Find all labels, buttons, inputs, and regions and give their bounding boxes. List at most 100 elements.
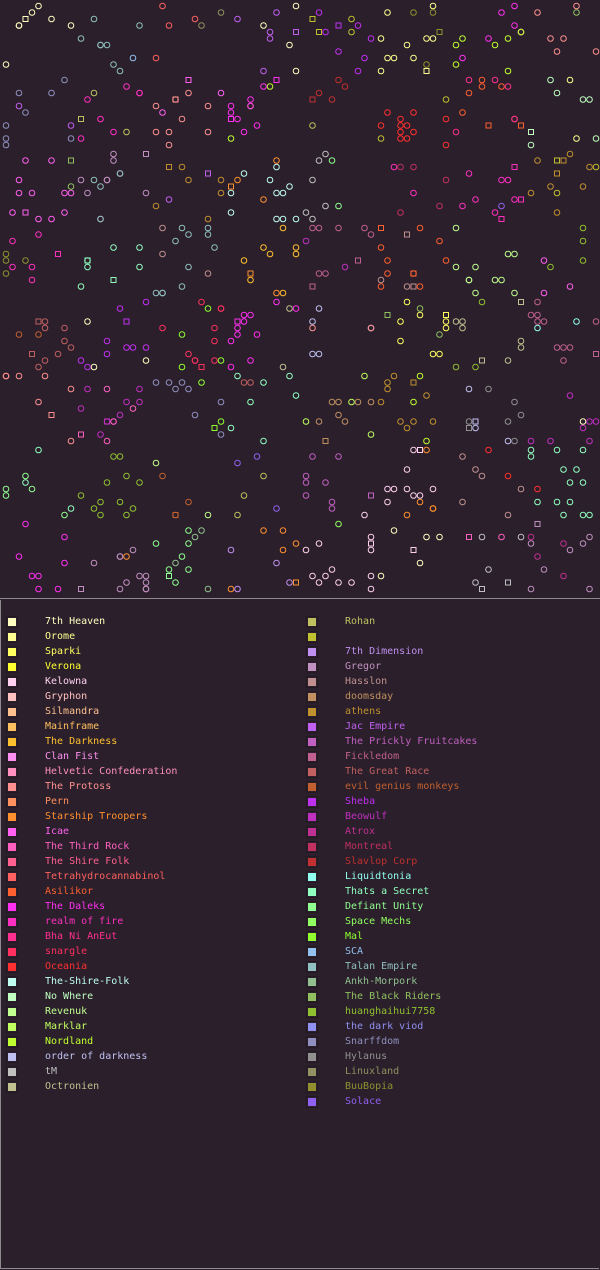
planet-marker[interactable] — [260, 22, 267, 29]
planet-marker[interactable] — [452, 318, 460, 325]
planet-marker[interactable] — [61, 189, 68, 197]
base-marker[interactable] — [293, 29, 299, 35]
planet-marker[interactable] — [534, 9, 541, 16]
planet-marker[interactable] — [67, 385, 75, 393]
planet-marker[interactable] — [302, 472, 310, 480]
planet-marker[interactable] — [547, 35, 554, 42]
planet-marker[interactable] — [423, 392, 430, 399]
planet-marker[interactable] — [273, 189, 280, 197]
planet-marker[interactable] — [2, 250, 10, 258]
planet-marker[interactable] — [429, 350, 437, 358]
planet-marker[interactable] — [384, 270, 391, 277]
planet-marker[interactable] — [266, 176, 274, 184]
base-marker[interactable] — [466, 534, 472, 540]
planet-marker[interactable] — [361, 372, 368, 380]
planet-marker[interactable] — [260, 83, 267, 90]
planet-marker[interactable] — [322, 150, 329, 158]
planet-marker[interactable] — [217, 189, 225, 197]
planet-marker[interactable] — [28, 263, 36, 271]
planet-marker[interactable] — [315, 418, 323, 425]
legend-item[interactable]: Liquidtonia — [306, 870, 587, 885]
base-marker[interactable] — [410, 547, 417, 553]
planet-marker[interactable] — [527, 446, 535, 454]
planet-marker[interactable] — [266, 28, 274, 36]
planet-marker[interactable] — [322, 28, 329, 36]
planet-marker[interactable] — [573, 9, 580, 16]
planet-marker[interactable] — [592, 318, 600, 325]
planet-marker[interactable] — [142, 357, 150, 364]
planet-marker[interactable] — [159, 289, 166, 297]
planet-marker[interactable] — [165, 141, 173, 149]
planet-marker[interactable] — [172, 511, 179, 519]
planet-marker[interactable] — [204, 215, 212, 223]
planet-marker[interactable] — [191, 15, 199, 23]
planet-marker[interactable] — [61, 209, 68, 216]
planet-marker[interactable] — [152, 540, 160, 547]
planet-marker[interactable] — [410, 9, 417, 16]
planet-marker[interactable] — [84, 263, 91, 271]
base-marker[interactable] — [104, 418, 110, 425]
base-marker[interactable] — [78, 116, 84, 122]
legend-item[interactable]: Fickledom — [306, 750, 587, 765]
planet-marker[interactable] — [442, 141, 450, 149]
planet-marker[interactable] — [22, 479, 29, 486]
base-marker[interactable] — [518, 122, 524, 129]
planet-marker[interactable] — [553, 89, 561, 97]
planet-marker[interactable] — [185, 263, 192, 271]
planet-marker[interactable] — [309, 324, 316, 332]
planet-marker[interactable] — [48, 157, 55, 164]
legend-item[interactable]: Mal — [306, 930, 587, 945]
planet-marker[interactable] — [279, 527, 287, 534]
planet-marker[interactable] — [472, 196, 479, 203]
planet-marker[interactable] — [152, 379, 160, 386]
planet-marker[interactable] — [309, 122, 316, 129]
planet-marker[interactable] — [123, 83, 130, 90]
base-marker[interactable] — [368, 492, 374, 499]
planet-marker[interactable] — [15, 22, 23, 29]
planet-marker[interactable] — [586, 511, 593, 519]
planet-marker[interactable] — [579, 257, 587, 264]
planet-marker[interactable] — [97, 115, 104, 123]
planet-marker[interactable] — [227, 424, 235, 432]
planet-marker[interactable] — [217, 357, 225, 364]
planet-marker[interactable] — [592, 418, 600, 425]
planet-marker[interactable] — [315, 270, 323, 277]
planet-marker[interactable] — [511, 289, 518, 297]
planet-marker[interactable] — [315, 157, 323, 164]
legend-item[interactable]: The Third Rock — [6, 840, 287, 855]
planet-marker[interactable] — [211, 244, 218, 251]
planet-marker[interactable] — [302, 479, 310, 486]
planet-marker[interactable] — [253, 453, 261, 460]
planet-marker[interactable] — [377, 122, 385, 129]
planet-marker[interactable] — [227, 363, 235, 371]
planet-marker[interactable] — [423, 533, 430, 541]
planet-marker[interactable] — [142, 189, 150, 197]
planet-marker[interactable] — [429, 418, 437, 425]
planet-marker[interactable] — [234, 459, 241, 467]
legend-item[interactable]: Verona — [6, 660, 287, 675]
legend-item[interactable]: Asilikor — [6, 885, 287, 900]
planet-marker[interactable] — [579, 540, 587, 547]
base-marker[interactable] — [518, 299, 524, 305]
planet-marker[interactable] — [136, 22, 143, 29]
planet-marker[interactable] — [442, 115, 450, 123]
planet-marker[interactable] — [292, 250, 300, 258]
planet-marker[interactable] — [116, 585, 124, 593]
planet-marker[interactable] — [217, 305, 225, 312]
planet-marker[interactable] — [517, 411, 525, 419]
legend-item[interactable]: Thats a Secret — [306, 885, 587, 900]
planet-marker[interactable] — [560, 344, 567, 351]
planet-marker[interactable] — [384, 257, 391, 264]
planet-marker[interactable] — [341, 263, 349, 271]
planet-marker[interactable] — [527, 141, 535, 149]
legend-item[interactable]: Sparki — [6, 645, 287, 660]
planet-marker[interactable] — [302, 237, 310, 245]
planet-marker[interactable] — [253, 122, 261, 129]
planet-marker[interactable] — [67, 344, 75, 351]
planet-marker[interactable] — [540, 257, 548, 264]
planet-marker[interactable] — [35, 331, 42, 338]
planet-marker[interactable] — [211, 324, 218, 332]
base-marker[interactable] — [247, 270, 254, 277]
planet-marker[interactable] — [84, 257, 91, 264]
planet-marker[interactable] — [390, 527, 398, 534]
